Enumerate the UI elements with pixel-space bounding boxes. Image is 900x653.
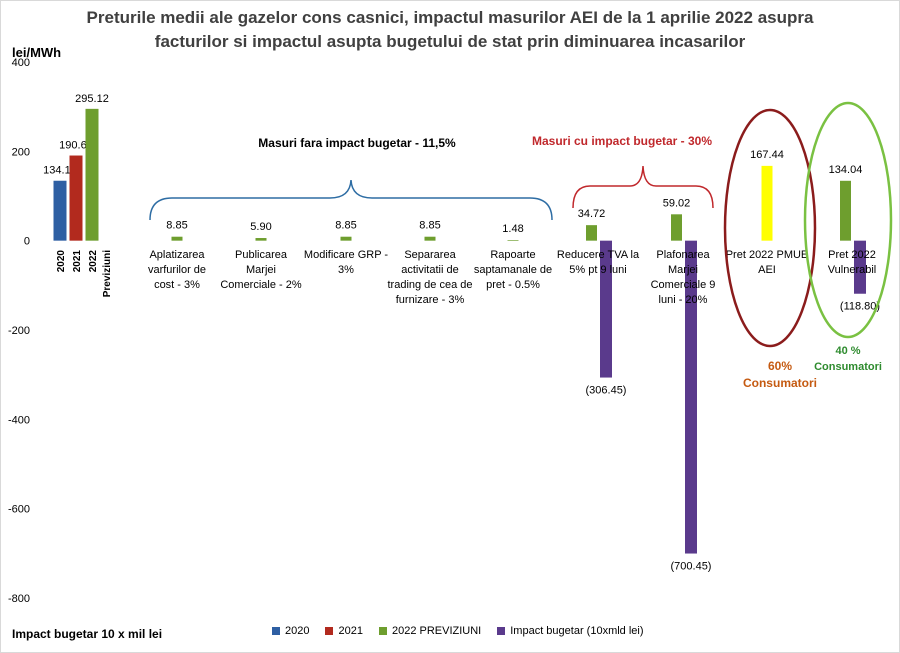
bar-impact-category: [854, 240, 866, 294]
legend-item-2020: 2020: [272, 625, 309, 637]
data-label-2022: 1.48: [502, 223, 523, 235]
legend-label-2022: 2022 PREVIZIUNI: [391, 625, 482, 637]
annotation-consumatori-60: Consumatori: [743, 376, 817, 390]
data-label-impact: (700.45): [671, 561, 712, 573]
year-axis-label: 2022: [88, 250, 99, 273]
brace-cu-impact: [572, 165, 714, 209]
y-tick-label: -200: [8, 325, 30, 337]
data-label-2022: 8.85: [166, 220, 187, 232]
bar-2020: [53, 180, 67, 241]
bar-2022-category: [761, 165, 773, 241]
annotation-cu-impact: Masuri cu impact bugetar - 30%: [532, 134, 712, 148]
category-label-line: luni - 20%: [659, 294, 708, 306]
annotation-consumatori-40: Consumatori: [814, 361, 882, 373]
bar-2022-category: [424, 236, 436, 241]
year-axis-label: 2020: [56, 250, 67, 273]
legend-swatch-2020: [272, 627, 280, 635]
legend: 2020 2021 2022 PREVIZIUNI Impact bugetar…: [272, 625, 644, 637]
y-axis-unit-label: lei/MWh: [12, 45, 62, 60]
bar-2022-category: [340, 236, 352, 241]
category-label-line: AEI: [758, 264, 776, 276]
category-label-line: Modificare GRP -: [304, 249, 388, 261]
bar-2022-category: [171, 236, 183, 241]
data-label-2022: 167.44: [750, 149, 784, 161]
bar-2022-category: [255, 238, 267, 241]
bar-impact-category: [600, 240, 612, 378]
category-label-line: trading de cea de: [387, 279, 472, 291]
year-axis-sublabel: Previziuni: [102, 250, 113, 297]
category-label-line: Marjei: [246, 264, 276, 276]
data-label-2022: 295.12: [75, 93, 109, 105]
ellipse-pmue: [723, 108, 817, 348]
category-label-line: Pret 2022 PMUE: [726, 249, 809, 261]
legend-label-impact: Impact bugetar (10xmld lei): [510, 625, 644, 637]
bar-2022-category: [840, 180, 851, 241]
legend-swatch-2021: [325, 627, 334, 635]
category-label-line: saptamanale de: [474, 264, 552, 276]
impact-bugetar-label: Impact bugetar 10 x mil lei: [12, 627, 163, 641]
legend-swatch-2022: [378, 627, 387, 635]
ellipse-vulnerabil: [803, 101, 893, 339]
data-label-2022: 5.90: [250, 221, 271, 233]
annotation-pct-40: 40 %: [835, 345, 860, 357]
bar-2022: [85, 108, 99, 241]
bar-impact-category: [685, 240, 697, 554]
data-label-2022: 59.02: [663, 197, 691, 209]
category-label-line: Pret 2022: [828, 249, 876, 261]
y-tick-label: -600: [8, 504, 30, 516]
category-label-line: pret - 0.5%: [486, 279, 540, 291]
annotation-pct-60: 60%: [768, 359, 792, 373]
data-label-2022: 34.72: [578, 208, 606, 220]
data-label-2022: 8.85: [419, 220, 440, 232]
category-label-line: Publicarea: [235, 249, 288, 261]
data-label-impact: (118.80): [840, 301, 880, 313]
chart-title-line-1: Preturile medii ale gazelor cons casnici…: [86, 8, 814, 27]
data-label-2022: 8.85: [335, 220, 356, 232]
category-label-line: Reducere TVA la: [557, 249, 640, 261]
category-label-line: Aplatizarea: [149, 249, 205, 261]
legend-label-2020: 2020: [285, 625, 310, 637]
bar-2021: [69, 155, 83, 241]
annotation-fara-impact: Masuri fara impact bugetar - 11,5%: [258, 136, 456, 150]
chart-title-line-2: facturilor si impactul asupta bugetului …: [154, 32, 746, 51]
data-label-impact: (306.45): [586, 385, 627, 397]
bar-2022-category: [586, 225, 597, 241]
y-tick-label: 0: [24, 236, 30, 248]
data-label-2022: 134.04: [829, 164, 863, 176]
category-label-line: activitatii de: [401, 264, 458, 276]
y-tick-label: 200: [12, 146, 30, 158]
y-tick-label: 400: [12, 57, 30, 69]
category-label-line: furnizare - 3%: [396, 294, 465, 306]
category-label-line: cost - 3%: [154, 279, 200, 291]
category-label-line: Marjei: [668, 264, 698, 276]
bar-2022-category: [671, 214, 682, 241]
legend-item-impact: Impact bugetar (10xmld lei): [497, 625, 644, 637]
y-tick-label: -800: [8, 593, 30, 605]
category-label-line: Rapoarte: [490, 249, 535, 261]
category-label-line: Plafonarea: [656, 249, 710, 261]
category-label-line: Vulnerabil: [828, 264, 877, 276]
category-label-line: Comerciale 9: [651, 279, 716, 291]
category-label-line: Separarea: [404, 249, 456, 261]
category-label-line: Comerciale - 2%: [220, 279, 302, 291]
bar-2022-category: [507, 240, 519, 241]
brace-fara-impact: [149, 179, 553, 221]
legend-swatch-impact: [497, 627, 506, 635]
category-label-line: 5% pt 9 luni: [569, 264, 626, 276]
data-label-2020: 134.17: [43, 165, 77, 177]
y-tick-label: -400: [8, 414, 30, 426]
category-label-line: varfurilor de: [148, 264, 206, 276]
legend-label-2021: 2021: [338, 625, 363, 637]
data-label-2021: 190.62: [59, 140, 93, 152]
legend-item-2021: 2021: [325, 625, 363, 637]
category-label-line: 3%: [338, 264, 354, 276]
legend-item-2022: 2022 PREVIZIUNI: [378, 625, 482, 637]
year-axis-label: 2021: [72, 250, 83, 273]
